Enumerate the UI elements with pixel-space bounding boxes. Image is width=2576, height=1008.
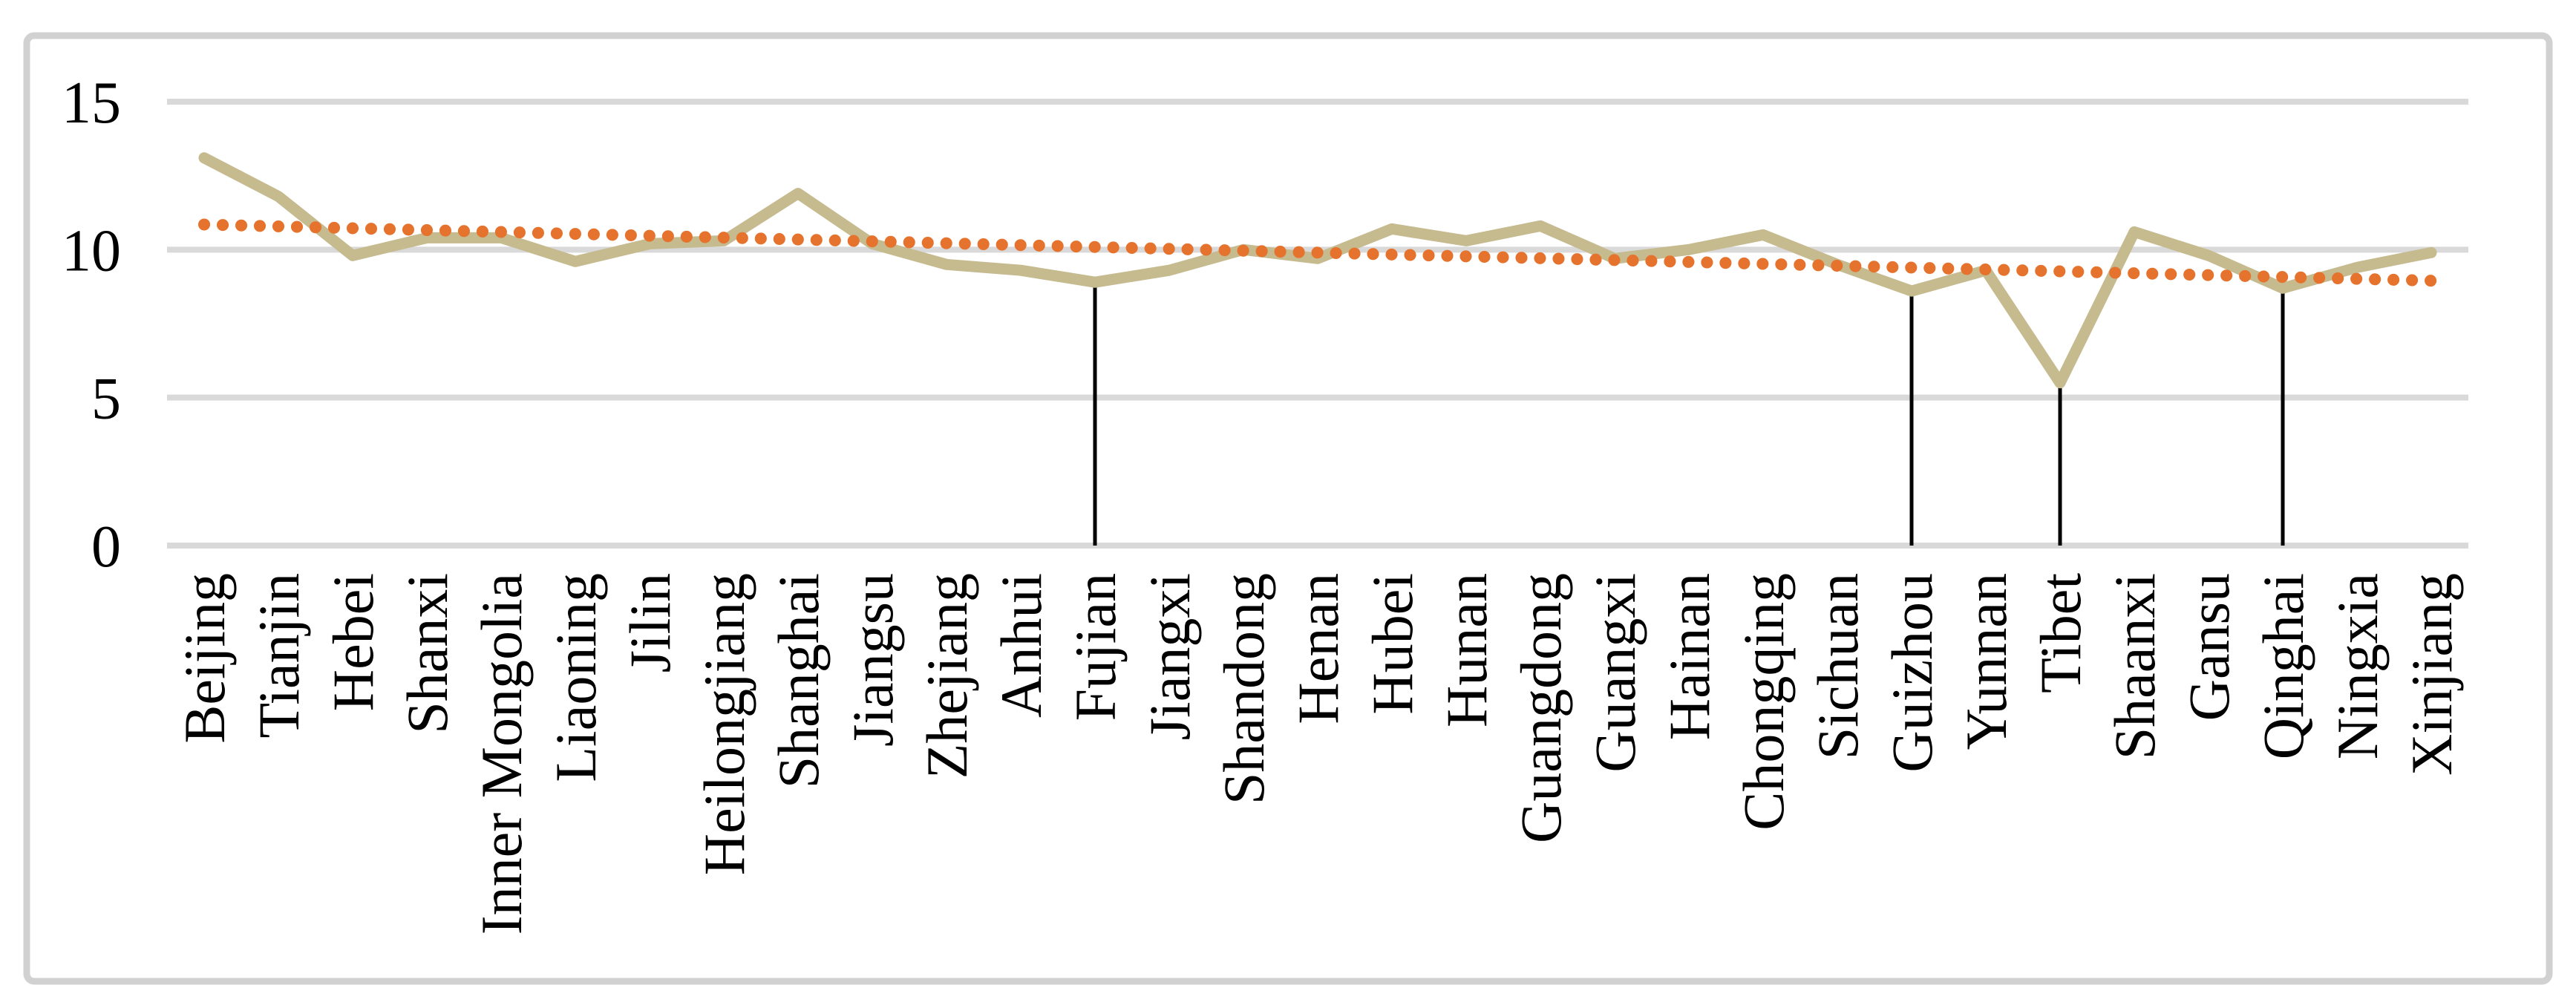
x-axis-label-group: Liaoning (543, 573, 608, 782)
x-axis-label-group: Hubei (1360, 573, 1425, 715)
x-axis-category-label: Beijing (172, 573, 237, 744)
drop-lines-group (1093, 285, 2285, 546)
x-axis-category-label: Guangdong (1508, 573, 1573, 843)
x-axis-category-label: Xinjiang (2399, 573, 2464, 776)
x-axis-label-group: Hainan (1657, 573, 1722, 740)
x-axis-label-group: Fujian (1063, 573, 1128, 721)
x-axis-category-label: Jilin (618, 573, 682, 672)
y-axis-tick-label: 5 (91, 367, 121, 432)
x-axis-category-label: Chongqing (1731, 573, 1796, 831)
x-axis-category-label: Guangxi (1583, 573, 1647, 773)
x-axis-category-label: Shaanxi (2102, 573, 2167, 759)
x-axis-category-label: Hubei (1360, 573, 1425, 715)
x-axis-label-group: Shaanxi (2102, 573, 2167, 759)
gridlines-group (167, 99, 2468, 549)
x-axis-category-label: Hebei (321, 573, 385, 711)
x-axis-category-label: Shanxi (395, 573, 460, 734)
x-axis-category-label: Jiangsu (840, 573, 905, 747)
x-axis-category-label: Henan (1286, 573, 1350, 724)
x-axis-label-group: Jilin (618, 573, 682, 672)
x-axis-label-group: Guangdong (1508, 573, 1573, 843)
x-axis-label-group: Shandong (1212, 573, 1276, 805)
y-axis-tick-label: 10 (62, 218, 121, 284)
x-axis-category-label: Yunnan (1954, 573, 2018, 750)
x-axis-label-group: Guizhou (1880, 573, 1944, 773)
x-axis-category-label: Qinghai (2251, 573, 2315, 759)
x-axis-category-label: Ningxia (2325, 573, 2390, 759)
x-axis-label-group: Hebei (321, 573, 385, 711)
x-axis-label-group: Heilongjiang (692, 573, 756, 875)
x-axis-category-label: Sichuan (1805, 573, 1870, 759)
trendline (198, 218, 2437, 287)
x-axis-label-group: Jiangsu (840, 573, 905, 747)
x-axis-category-label: Heilongjiang (692, 573, 756, 875)
y-axis-tick-label: 15 (62, 71, 121, 136)
x-axis-category-label: Tianjin (246, 573, 311, 739)
x-axis-label-group: Beijing (172, 573, 237, 744)
x-axis-label-group: Jiangxi (1137, 573, 1202, 740)
x-axis-category-label: Guizhou (1880, 573, 1944, 773)
x-axis-label-group: Chongqing (1731, 573, 1796, 831)
x-axis-category-label: Inner Mongolia (469, 573, 534, 935)
figure-border (23, 32, 2553, 985)
x-axis-category-label: Anhui (989, 573, 1053, 718)
x-axis-label-group: Ningxia (2325, 573, 2390, 759)
x-axis-label-group: Guangxi (1583, 573, 1647, 773)
x-axis-category-label: Shandong (1212, 573, 1276, 805)
x-axis-label-group: Sichuan (1805, 573, 1870, 759)
x-axis-label-group: Shanghai (766, 573, 831, 788)
x-axis-label-group: Yunnan (1954, 573, 2018, 750)
x-axis-category-label: Zhejiang (915, 573, 979, 779)
x-axis-category-label: Shanghai (766, 573, 831, 788)
x-axis-label-group: Xinjiang (2399, 573, 2464, 776)
x-axis-label-group: Tibet (2028, 573, 2093, 693)
x-axis-labels: Beijing Tianjin Hebei Shanxi Inner Mongolia L… (172, 573, 2464, 935)
x-axis-label-group: Anhui (989, 573, 1053, 718)
x-axis-label-group: Inner Mongolia (469, 573, 534, 935)
x-axis-label-group: Hunan (1434, 573, 1499, 727)
x-axis-label-group: Qinghai (2251, 573, 2315, 759)
x-axis-category-label: Gansu (2177, 573, 2241, 721)
x-axis-category-label: Hainan (1657, 573, 1722, 740)
x-axis-category-label: Liaoning (543, 573, 608, 782)
x-axis-category-label: Fujian (1063, 573, 1128, 721)
x-axis-label-group: Zhejiang (915, 573, 979, 779)
x-axis-label-group: Henan (1286, 573, 1350, 724)
x-axis-category-label: Hunan (1434, 573, 1499, 727)
x-axis-label-group: Tianjin (246, 573, 311, 739)
y-axis-tick-label: 0 (91, 514, 121, 580)
x-axis-label-group: Gansu (2177, 573, 2241, 721)
x-axis-category-label: Tibet (2028, 573, 2093, 693)
trendline-dots (198, 218, 2437, 287)
y-axis-labels: 0 5 10 15 (62, 71, 121, 580)
x-axis-label-group: Shanxi (395, 573, 460, 734)
x-axis-category-label: Jiangxi (1137, 573, 1202, 740)
